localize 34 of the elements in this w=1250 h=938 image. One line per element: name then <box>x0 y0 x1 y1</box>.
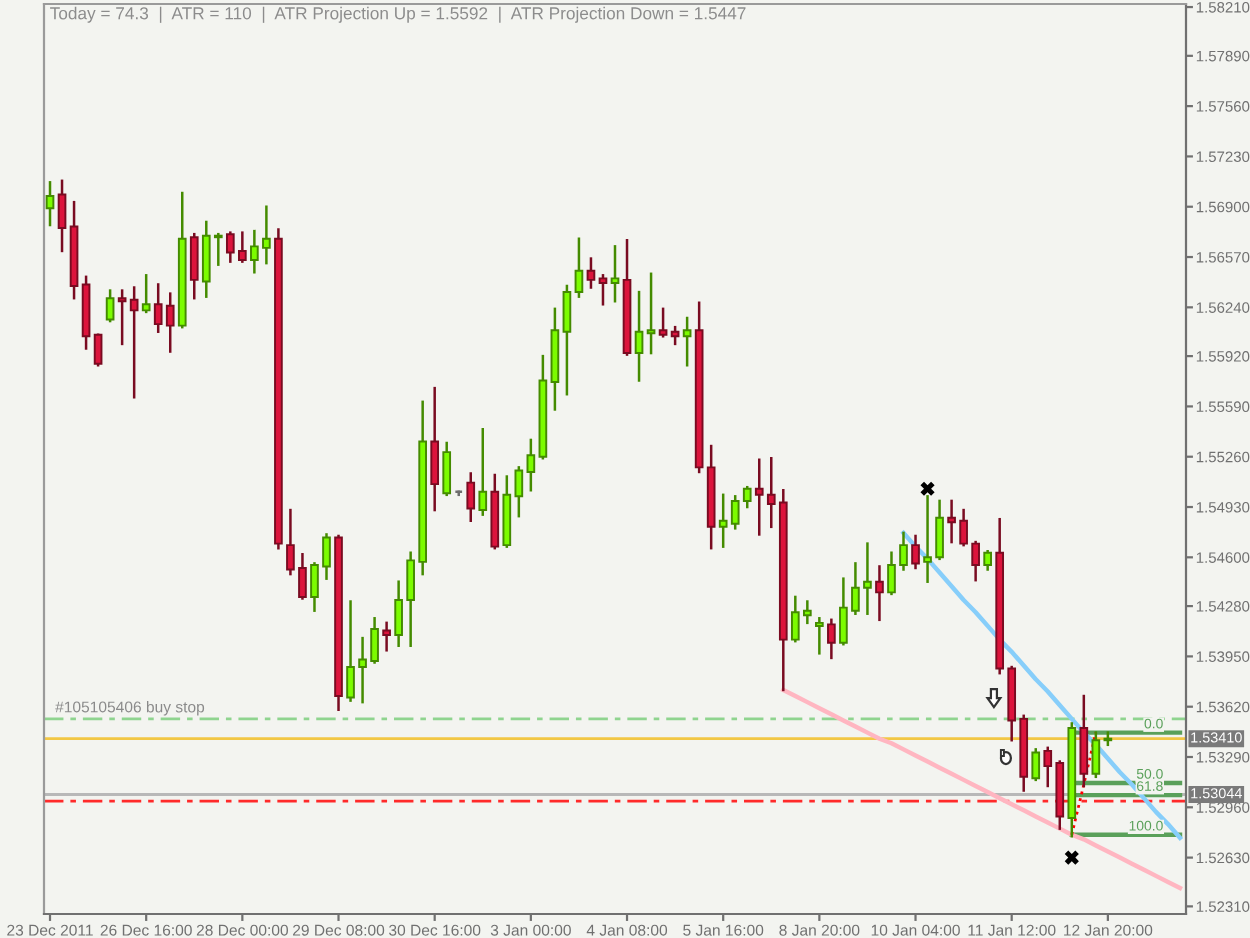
candlestick <box>634 290 644 382</box>
candlestick <box>1079 694 1089 788</box>
candlestick <box>574 237 584 298</box>
candlestick <box>526 438 536 492</box>
line-series <box>901 530 1183 841</box>
candlestick <box>93 333 103 367</box>
candlestick <box>658 307 668 338</box>
candlestick <box>189 232 199 300</box>
candlestick <box>442 441 452 497</box>
candlestick <box>117 289 127 346</box>
candlestick <box>1031 748 1041 782</box>
candlestick <box>646 272 656 355</box>
candlestick <box>875 565 884 622</box>
candlestick <box>478 428 488 516</box>
chart-title: Today = 74.3 | ATR = 110 | ATR Projection Up = 1.5592 | ATR Projection Down = 1.5447 <box>50 6 746 23</box>
line-series <box>781 687 1183 891</box>
candlestick <box>45 181 55 227</box>
candlestick <box>598 274 608 306</box>
candlestick <box>911 534 920 570</box>
candlestick <box>430 386 440 512</box>
candlestick <box>815 617 824 655</box>
candlestick <box>983 549 992 571</box>
candlestick <box>1091 731 1101 779</box>
candlestick <box>129 286 139 399</box>
candlestick <box>57 179 67 253</box>
candlestick <box>562 284 572 396</box>
candlestick <box>586 257 596 289</box>
candlestick <box>610 245 620 303</box>
candlestick <box>382 621 391 652</box>
candlestick <box>827 618 836 660</box>
candlestick <box>105 289 115 323</box>
candlestick <box>141 274 151 314</box>
candlestick <box>682 316 692 367</box>
candlestick <box>466 472 476 522</box>
